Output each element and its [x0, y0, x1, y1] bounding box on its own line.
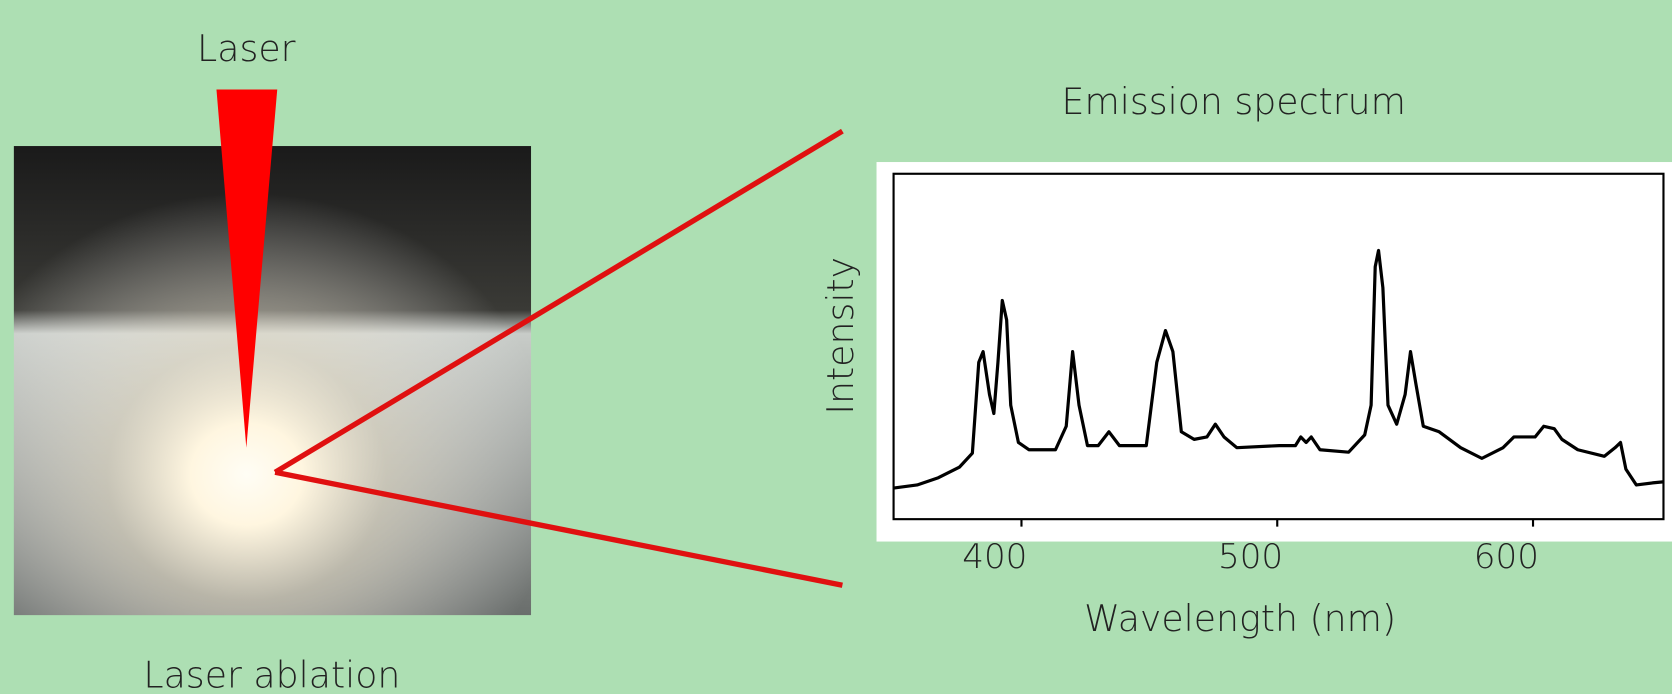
photo-caption: Laser ablation	[143, 654, 400, 694]
x-axis-label: Wavelength (nm)	[1084, 597, 1396, 640]
laser-label: Laser	[197, 27, 296, 70]
chart-title: Emission spectrum	[1062, 80, 1406, 123]
y-axis-label: Intensity	[819, 257, 862, 415]
x-tick-label: 500	[1218, 537, 1283, 577]
photo-glow	[14, 146, 531, 615]
diagram: Laser Laser ablation Emission spectrum W…	[0, 0, 1672, 694]
ablation-photo	[14, 146, 531, 615]
plot-panel	[877, 162, 1672, 542]
x-tick-label: 400	[962, 537, 1027, 577]
x-tick-label: 600	[1474, 537, 1539, 577]
